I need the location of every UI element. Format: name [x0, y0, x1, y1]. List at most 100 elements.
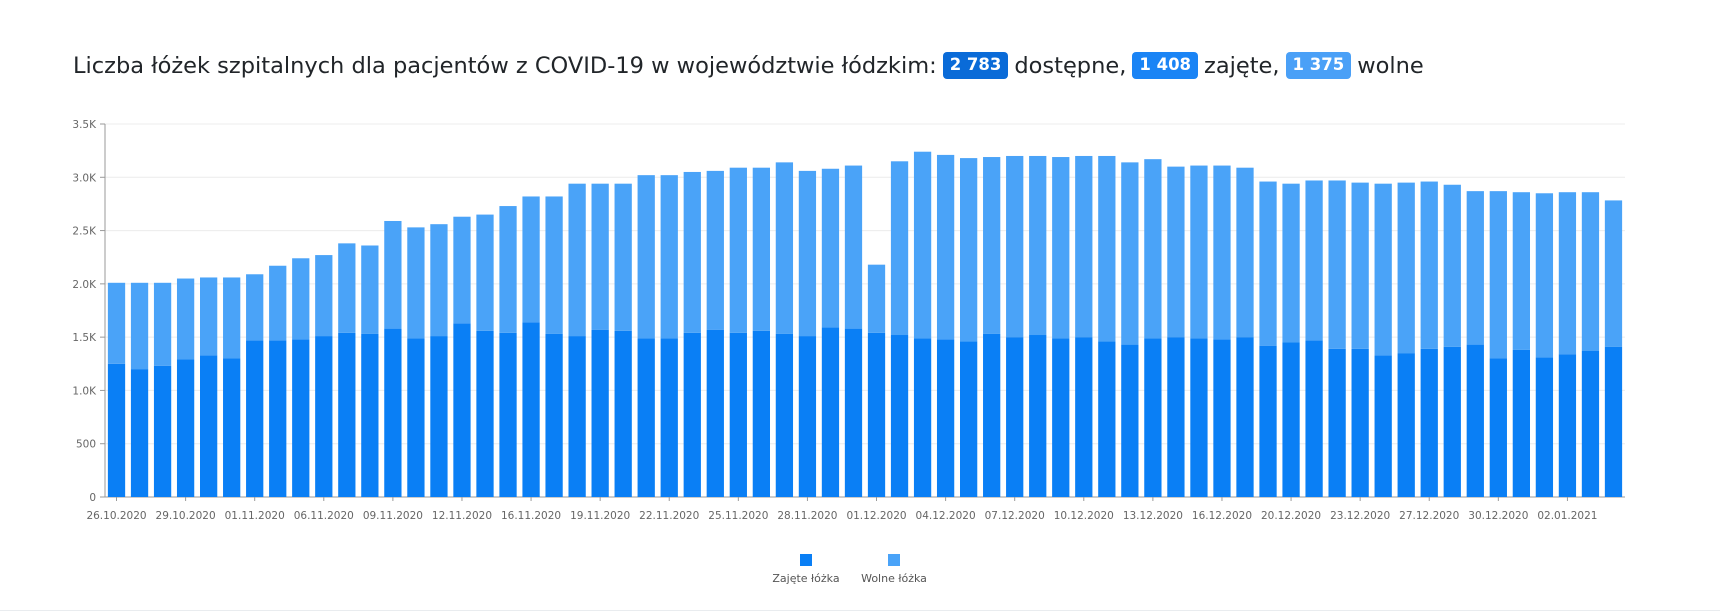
x-tick-label: 20.12.2020: [1261, 510, 1321, 522]
bar-free: [752, 167, 770, 331]
bar-free: [269, 265, 287, 341]
bar-occupied: [1190, 338, 1208, 497]
bar-free: [775, 162, 794, 334]
bar-free: [1052, 157, 1070, 339]
bar-free: [1075, 155, 1093, 338]
bar-occupied: [614, 330, 632, 497]
bar-free: [522, 196, 540, 323]
bar-free: [1351, 182, 1369, 349]
bar-occupied: [361, 333, 379, 497]
legend-label-free: Wolne łóżka: [861, 572, 927, 585]
bar-occupied: [1098, 341, 1116, 497]
bar-occupied: [407, 338, 425, 497]
bar-free: [1213, 165, 1231, 340]
y-tick-label: 500: [76, 439, 96, 451]
x-tick-label: 25.11.2020: [708, 510, 768, 522]
bar-occupied: [637, 338, 655, 497]
bar-free: [1558, 192, 1577, 355]
bar-occupied: [1466, 344, 1484, 497]
bar-occupied: [499, 332, 517, 497]
bar-occupied: [246, 340, 264, 497]
bar-occupied: [338, 332, 356, 497]
x-tick-label: 13.12.2020: [1123, 510, 1183, 522]
bar-occupied: [1374, 355, 1392, 497]
bar-free: [453, 216, 471, 324]
label-total: dostępne,: [1014, 52, 1127, 79]
bar-free: [983, 157, 1001, 334]
title-text: Liczba łóżek szpitalnych dla pacjentów z…: [73, 52, 937, 79]
bar-free: [1489, 191, 1507, 359]
legend-swatch-free: [888, 554, 900, 566]
bar-occupied: [1420, 348, 1438, 497]
bar-occupied: [821, 327, 840, 497]
x-tick-label: 07.12.2020: [985, 510, 1045, 522]
bar-occupied: [1029, 335, 1047, 497]
bar-occupied: [890, 335, 909, 497]
bar-occupied: [1604, 346, 1623, 497]
bar-occupied: [176, 359, 195, 497]
bar-free: [1604, 200, 1623, 347]
bar-free: [1328, 180, 1346, 349]
bar-free: [1098, 155, 1116, 342]
bar-occupied: [107, 363, 126, 497]
bar-free: [361, 245, 379, 334]
bar-occupied: [1075, 337, 1093, 497]
x-tick-label: 09.11.2020: [363, 510, 423, 522]
bar-free: [913, 151, 932, 339]
x-tick-label: 29.10.2020: [156, 510, 216, 522]
bar-free: [315, 255, 333, 337]
bar-occupied: [798, 336, 817, 497]
bar-occupied: [1351, 348, 1369, 497]
bar-occupied: [1259, 345, 1277, 497]
bar-free: [246, 274, 264, 341]
bar-occupied: [591, 329, 609, 497]
bar-free: [890, 161, 909, 336]
y-tick-label: 0: [89, 492, 96, 504]
y-tick-label: 3.0K: [72, 172, 97, 184]
bar-occupied: [1443, 346, 1461, 497]
bar-free: [1512, 192, 1530, 350]
bar-free: [1374, 183, 1392, 356]
bar-free: [1420, 181, 1438, 349]
bar-free: [936, 154, 955, 340]
x-tick-label: 19.11.2020: [570, 510, 630, 522]
badge-occupied: 1 408: [1132, 52, 1199, 79]
x-tick-label: 04.12.2020: [916, 510, 976, 522]
bar-occupied: [867, 332, 886, 497]
bar-free: [1144, 159, 1162, 339]
bar-occupied: [1558, 354, 1577, 497]
y-tick-label: 3.5K: [72, 119, 97, 131]
bar-occupied: [1512, 349, 1530, 497]
bar-occupied: [1581, 350, 1600, 497]
bar-occupied: [775, 333, 794, 497]
bar-occupied: [960, 341, 978, 497]
bar-occupied: [706, 329, 724, 497]
x-tick-label: 27.12.2020: [1399, 510, 1459, 522]
bar-occupied: [936, 339, 955, 497]
bar-occupied: [568, 336, 586, 497]
bar-free: [1029, 155, 1047, 336]
bar-occupied: [729, 332, 747, 497]
bar-occupied: [130, 369, 149, 497]
bar-free: [821, 168, 840, 328]
bar-occupied: [269, 340, 287, 497]
y-tick-label: 1.5K: [72, 332, 97, 344]
bar-free: [476, 214, 494, 331]
x-tick-label: 02.01.2021: [1537, 510, 1597, 522]
bar-occupied: [292, 339, 310, 497]
bar-occupied: [752, 330, 770, 497]
bar-occupied: [522, 322, 540, 497]
bar-occupied: [384, 328, 402, 497]
bar-free: [384, 220, 402, 329]
bar-occupied: [200, 355, 218, 497]
bar-occupied: [1305, 340, 1323, 497]
bar-free: [176, 278, 195, 360]
bar-free: [683, 171, 701, 333]
bar-free: [1581, 192, 1600, 351]
legend-label-occupied: Zajęte łóżka: [772, 572, 839, 585]
x-tick-label: 22.11.2020: [639, 510, 699, 522]
bar-free: [1006, 155, 1024, 338]
label-occupied: zajęte,: [1204, 52, 1280, 79]
bar-free: [545, 196, 563, 334]
